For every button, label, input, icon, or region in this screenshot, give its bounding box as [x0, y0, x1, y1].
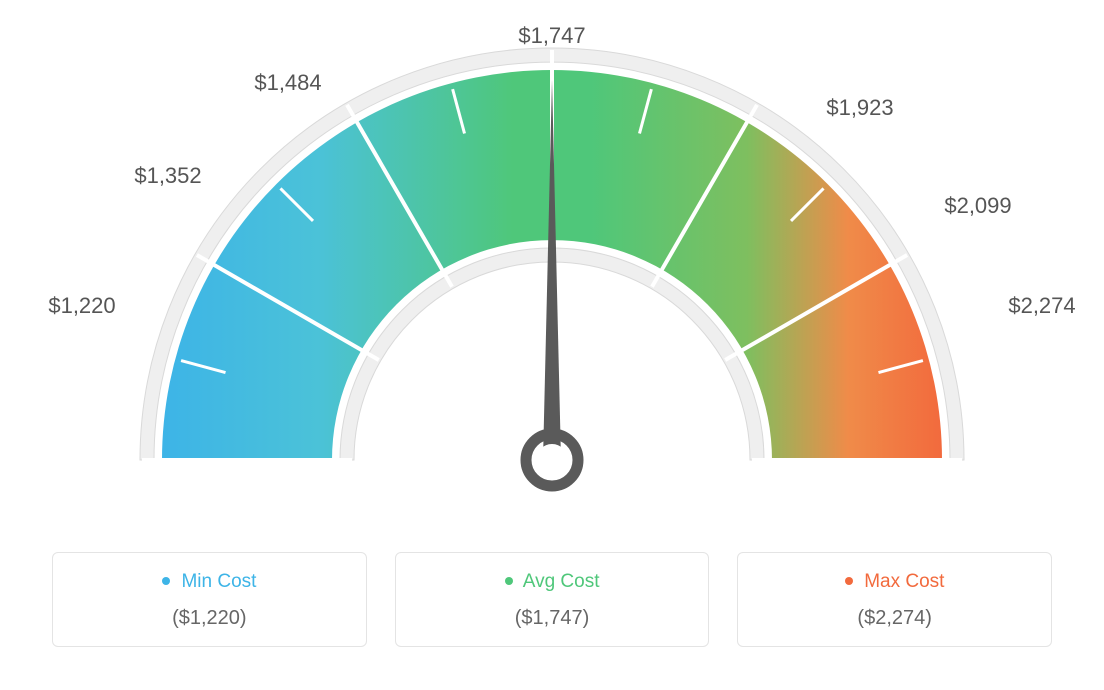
min-cost-dot: [162, 577, 170, 585]
avg-cost-title: Avg Cost: [408, 571, 697, 593]
avg-cost-dot: [505, 577, 513, 585]
gauge-tick-label: $1,352: [134, 163, 201, 189]
gauge-tick-label: $2,274: [1008, 293, 1075, 319]
max-cost-dot: [845, 577, 853, 585]
max-cost-title: Max Cost: [750, 571, 1039, 593]
min-cost-title: Min Cost: [65, 571, 354, 593]
gauge-svg: [20, 20, 1084, 520]
min-cost-value: ($1,220): [65, 607, 354, 630]
gauge-tick-label: $1,923: [826, 95, 893, 121]
avg-cost-card: Avg Cost ($1,747): [395, 552, 710, 647]
gauge-tick-label: $1,484: [254, 70, 321, 96]
max-cost-label: Max Cost: [864, 571, 944, 592]
max-cost-value: ($2,274): [750, 607, 1039, 630]
max-cost-card: Max Cost ($2,274): [737, 552, 1052, 647]
avg-cost-value: ($1,747): [408, 607, 697, 630]
gauge-tick-label: $1,220: [48, 293, 115, 319]
gauge-tick-label: $1,747: [518, 23, 585, 49]
avg-cost-label: Avg Cost: [523, 571, 600, 592]
summary-cards: Min Cost ($1,220) Avg Cost ($1,747) Max …: [52, 552, 1052, 647]
gauge-hub-inner: [536, 444, 568, 476]
gauge-container: $1,220 $1,352 $1,484 $1,747 $1,923 $2,099 $2,2…: [20, 20, 1084, 520]
min-cost-card: Min Cost ($1,220): [52, 552, 367, 647]
min-cost-label: Min Cost: [181, 571, 256, 592]
gauge-tick-label: $2,099: [944, 193, 1011, 219]
